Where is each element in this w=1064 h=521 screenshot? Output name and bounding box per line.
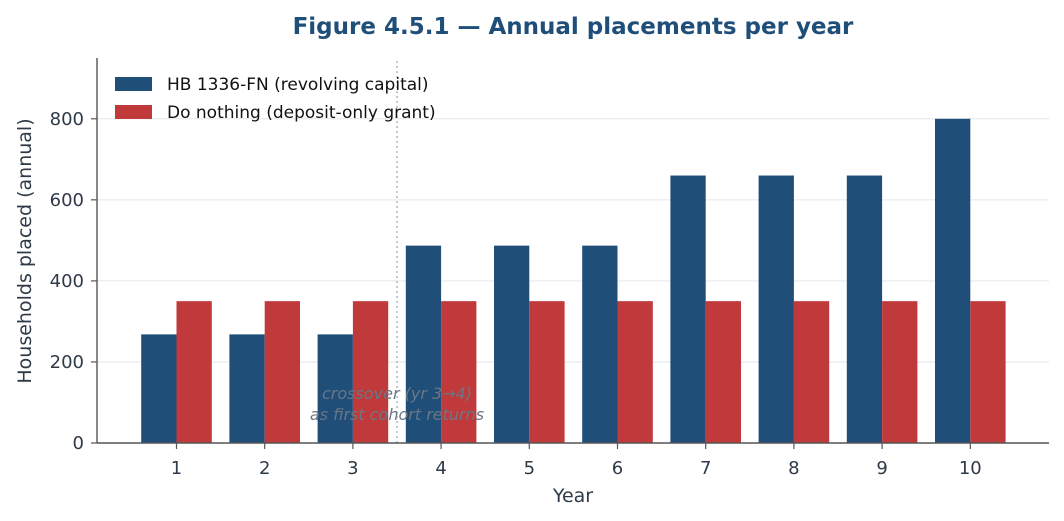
chart-title: Figure 4.5.1 — Annual placements per yea… — [293, 14, 854, 40]
bar-hb1336-year-4 — [405, 245, 442, 443]
bar-do-nothing-year-8 — [793, 301, 830, 443]
x-tick-label: 2 — [259, 458, 270, 479]
bar-hb1336-year-10 — [935, 118, 971, 443]
x-tick-label: 5 — [524, 458, 535, 479]
bar-do-nothing-year-5 — [529, 301, 565, 443]
bar-do-nothing-year-1 — [176, 301, 212, 443]
bar-hb1336-year-9 — [846, 175, 883, 444]
bar-do-nothing-year-2 — [264, 301, 300, 443]
crossover-annotation: crossover (yr 3→4) as first cohort return… — [310, 384, 484, 424]
legend-swatch — [115, 77, 152, 91]
bar-do-nothing-year-3 — [352, 301, 389, 443]
y-axis-label: Households placed (annual) — [14, 118, 36, 383]
annotation-line: crossover (yr 3→4) — [322, 384, 472, 403]
x-tick-label: 3 — [347, 458, 358, 479]
bar-hb1336-year-6 — [582, 245, 618, 443]
x-tick-label: 8 — [788, 458, 799, 479]
bar-do-nothing-year-9 — [882, 301, 918, 443]
bar-hb1336-year-7 — [670, 175, 706, 444]
x-tick-label: 1 — [171, 458, 182, 479]
y-tick-label: 600 — [50, 190, 84, 211]
bar-hb1336-year-8 — [758, 175, 794, 444]
x-tick-label: 4 — [435, 458, 446, 479]
legend-swatch — [115, 105, 152, 119]
bar-do-nothing-year-4 — [441, 301, 477, 443]
bar-do-nothing-year-6 — [617, 301, 653, 443]
y-tick-label: 400 — [50, 271, 84, 292]
y-tick-label: 200 — [50, 352, 84, 373]
x-tick-label: 7 — [700, 458, 711, 479]
legend: HB 1336-FN (revolving capital) Do nothing… — [115, 75, 436, 123]
axes — [91, 58, 1049, 449]
legend-label: Do nothing (deposit-only grant) — [167, 103, 436, 123]
x-axis-label: Year — [552, 485, 593, 507]
bar-hb1336-year-1 — [141, 334, 177, 443]
bar-hb1336-year-5 — [494, 245, 530, 443]
annotation-line: as first cohort returns — [310, 405, 484, 424]
y-tick-label: 0 — [73, 433, 84, 454]
bar-do-nothing-year-10 — [970, 301, 1006, 443]
x-tick-label: 9 — [876, 458, 887, 479]
x-tick-label: 10 — [959, 458, 982, 479]
bars — [141, 118, 1006, 444]
bar-hb1336-year-3 — [317, 334, 353, 443]
bar-hb1336-year-2 — [229, 334, 265, 443]
x-tick-labels: 1 2 3 4 5 6 7 8 9 10 — [171, 458, 982, 479]
y-tick-labels: 0 200 400 600 800 — [50, 109, 84, 454]
x-tick-label: 6 — [612, 458, 623, 479]
bar-do-nothing-year-7 — [705, 301, 741, 443]
y-tick-label: 800 — [50, 109, 84, 130]
legend-label: HB 1336-FN (revolving capital) — [167, 75, 429, 95]
